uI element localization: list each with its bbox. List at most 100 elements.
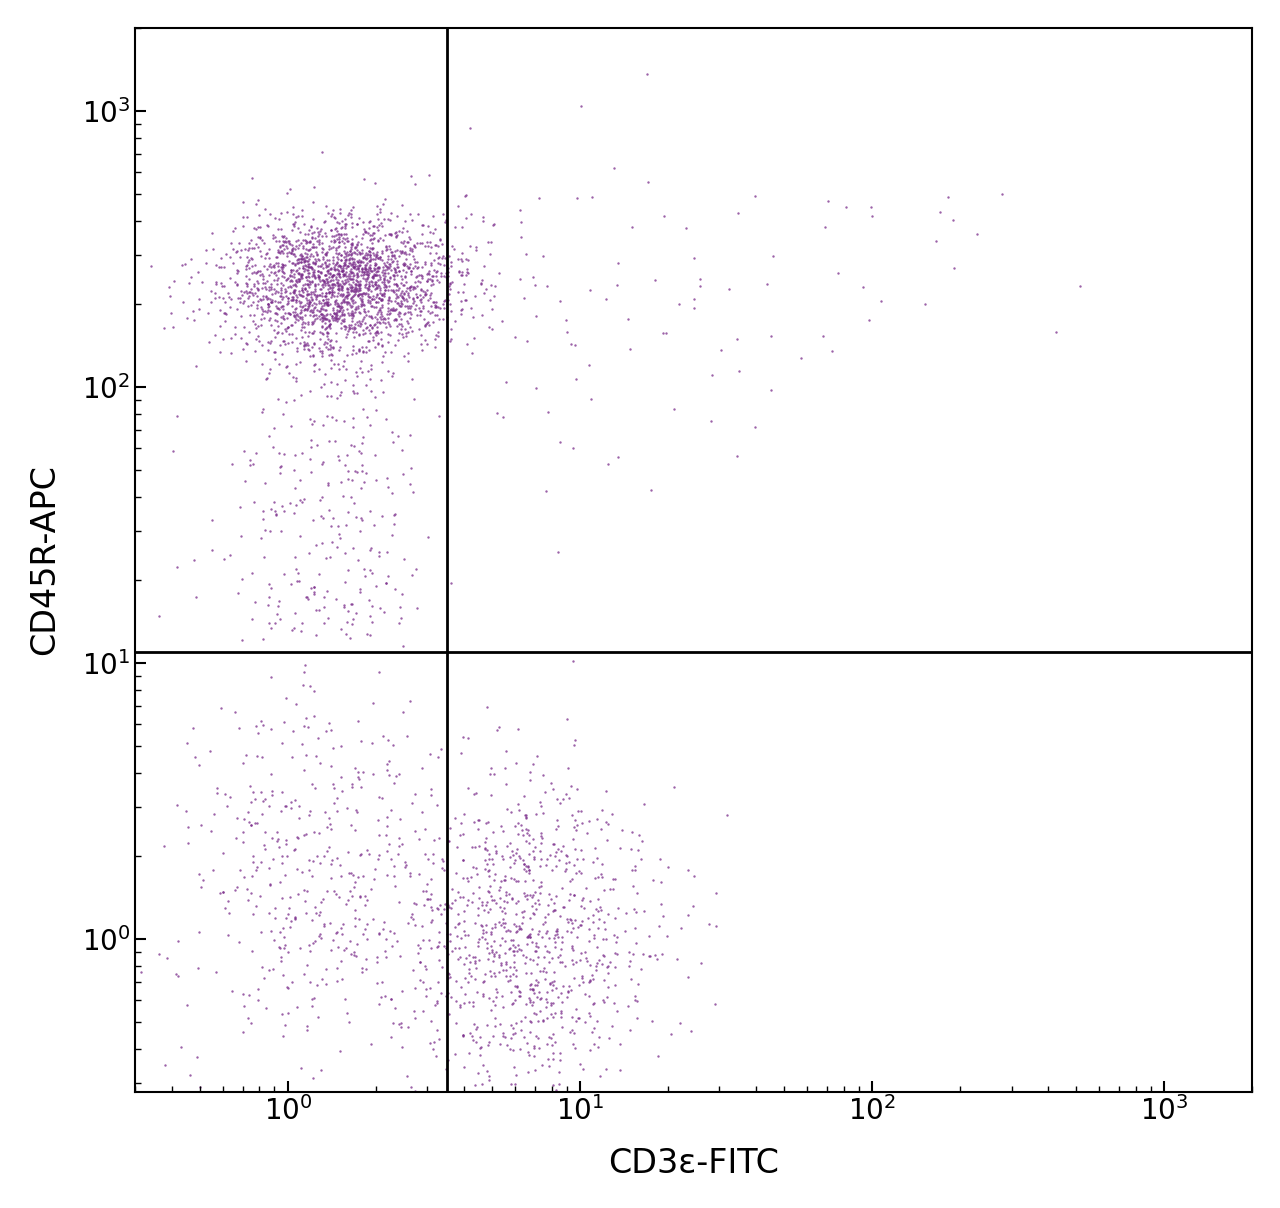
Point [292, 297, 312, 316]
Point [349, 846, 370, 865]
Point [362, 309, 383, 329]
Point [352, 324, 372, 343]
Point [338, 244, 358, 263]
Point [362, 910, 383, 929]
Point [294, 274, 315, 294]
Point [372, 506, 393, 525]
Point [477, 902, 498, 922]
Point [284, 281, 305, 301]
Point [586, 954, 607, 974]
Point [248, 227, 269, 246]
Point [323, 248, 343, 267]
Point [283, 288, 303, 307]
Point [511, 919, 531, 939]
Point [475, 829, 495, 848]
Point [349, 302, 370, 321]
Point [314, 272, 334, 291]
Point [275, 228, 296, 248]
Point [317, 330, 338, 349]
Point [376, 252, 397, 272]
Point [503, 953, 524, 972]
Point [426, 795, 447, 814]
Point [334, 265, 355, 284]
Point [479, 1032, 499, 1051]
Point [320, 265, 340, 284]
Point [477, 1035, 498, 1055]
Point [509, 801, 530, 820]
Point [475, 964, 495, 983]
Point [538, 895, 558, 914]
Point [447, 927, 467, 946]
Point [334, 320, 355, 339]
Point [421, 256, 442, 275]
Point [344, 259, 365, 278]
Point [703, 365, 723, 384]
Point [319, 254, 339, 273]
Point [402, 321, 422, 341]
Point [320, 913, 340, 933]
Point [328, 265, 348, 284]
Point [237, 280, 257, 300]
Point [476, 854, 497, 873]
Point [280, 792, 301, 812]
Point [332, 284, 352, 303]
Point [339, 628, 360, 647]
Point [284, 907, 305, 927]
Point [282, 332, 302, 352]
Point [292, 246, 312, 266]
Point [253, 547, 274, 567]
Point [428, 271, 448, 290]
Point [495, 954, 516, 974]
Point [347, 265, 367, 284]
Point [273, 257, 293, 277]
Point [311, 297, 332, 316]
Point [239, 233, 260, 252]
Point [255, 474, 275, 493]
Point [337, 256, 357, 275]
Point [385, 298, 406, 318]
Point [454, 993, 475, 1012]
Point [323, 274, 343, 294]
Point [403, 960, 424, 980]
Point [425, 297, 445, 316]
Point [248, 724, 269, 743]
Point [506, 1023, 526, 1043]
Point [337, 285, 357, 304]
Point [300, 410, 320, 429]
Point [282, 260, 302, 279]
Point [323, 930, 343, 949]
Point [321, 266, 342, 285]
Point [407, 288, 428, 307]
Point [234, 471, 255, 490]
Point [389, 285, 410, 304]
Point [283, 290, 303, 309]
Point [625, 987, 645, 1006]
Point [293, 332, 314, 352]
Point [250, 217, 270, 237]
Point [462, 1026, 483, 1045]
Point [303, 411, 324, 430]
Point [338, 461, 358, 481]
Point [379, 225, 399, 244]
Point [453, 727, 474, 747]
Point [356, 376, 376, 395]
Point [311, 263, 332, 283]
Point [316, 261, 337, 280]
Point [329, 213, 349, 232]
Point [340, 234, 361, 254]
Point [588, 890, 608, 910]
Point [283, 367, 303, 387]
Point [539, 942, 559, 962]
Point [278, 303, 298, 323]
Point [380, 254, 401, 273]
Point [206, 273, 227, 292]
Point [412, 972, 433, 992]
Point [343, 266, 364, 285]
Point [380, 268, 401, 288]
Point [300, 268, 320, 288]
Point [376, 318, 397, 337]
Point [385, 280, 406, 300]
Point [297, 263, 317, 283]
Point [367, 257, 388, 277]
Point [333, 301, 353, 320]
